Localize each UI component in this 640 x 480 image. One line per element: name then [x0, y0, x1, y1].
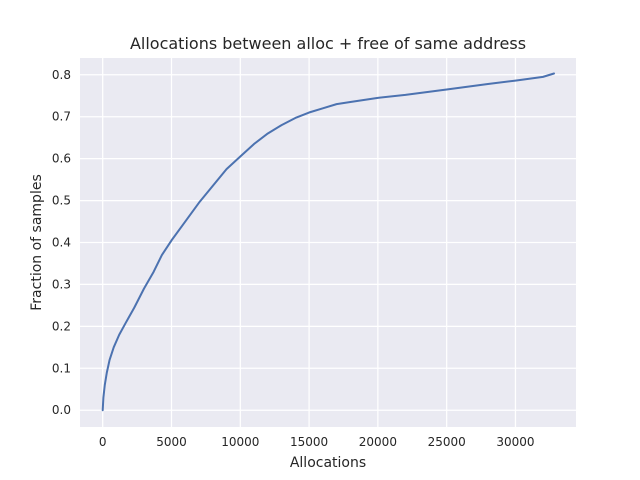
y-tick-label: 0.5: [52, 194, 71, 208]
grid-lines: [80, 58, 576, 427]
x-axis-label: Allocations: [290, 455, 366, 471]
x-tick-labels: 0 5000 10000 15000 20000 25000 30000: [99, 435, 535, 449]
y-tick-label: 0.1: [52, 361, 71, 375]
y-tick-label: 0.0: [52, 403, 71, 417]
y-axis-label: Fraction of samples: [29, 174, 45, 310]
x-tick-label: 10000: [221, 435, 259, 449]
x-tick-label: 25000: [428, 435, 466, 449]
y-tick-labels: 0.0 0.1 0.2 0.3 0.4 0.5 0.6 0.7 0.8: [52, 68, 71, 417]
series-line: [101, 72, 555, 412]
x-tick-label: 15000: [290, 435, 328, 449]
y-tick-label: 0.3: [52, 277, 71, 291]
x-tick-label: 30000: [496, 435, 534, 449]
y-tick-label: 0.2: [52, 319, 71, 333]
y-tick-label: 0.4: [52, 236, 71, 250]
series-layer: [101, 72, 555, 412]
chart-title: Allocations between alloc + free of same…: [130, 34, 526, 53]
y-tick-label: 0.8: [52, 68, 71, 82]
x-tick-label: 20000: [359, 435, 397, 449]
y-tick-label: 0.7: [52, 110, 71, 124]
x-tick-label: 5000: [156, 435, 187, 449]
y-tick-label: 0.6: [52, 152, 71, 166]
x-tick-label: 0: [99, 435, 107, 449]
